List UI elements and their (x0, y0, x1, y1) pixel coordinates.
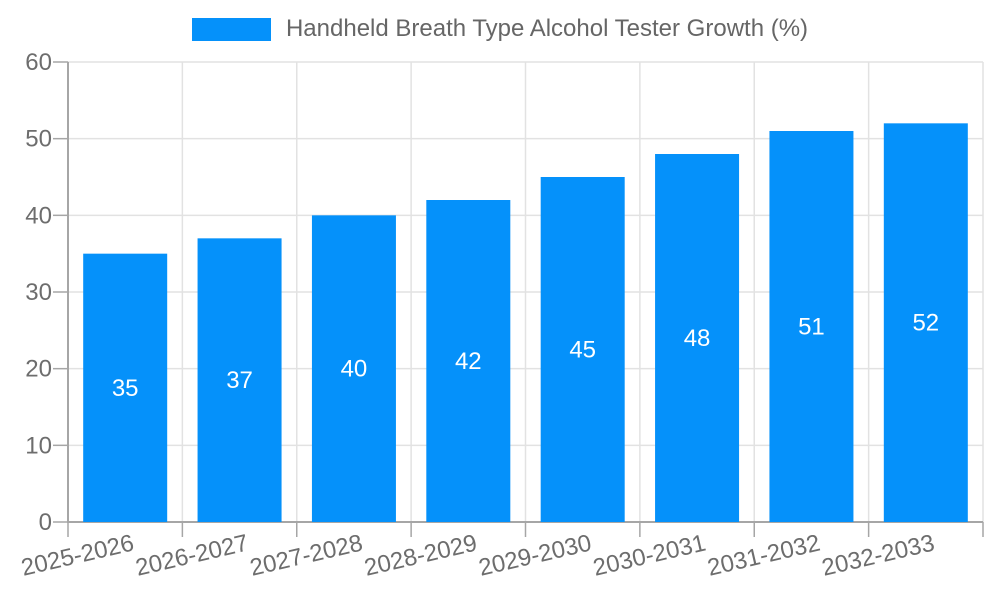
bar (883, 123, 968, 522)
y-axis-tick-label: 40 (25, 202, 52, 229)
bar-value-label: 42 (455, 348, 482, 375)
bar (83, 253, 168, 522)
x-axis-tick-label: 2030-2031 (590, 530, 708, 582)
bar (655, 154, 740, 522)
y-axis-tick-label: 10 (25, 432, 52, 459)
x-axis-tick-label: 2025-2026 (19, 530, 137, 582)
x-axis-tick-label: 2029-2030 (476, 530, 594, 582)
x-axis-tick-label: 2026-2027 (133, 530, 251, 582)
legend[interactable]: Handheld Breath Type Alcohol Tester Grow… (0, 17, 1000, 41)
legend-swatch-icon (191, 17, 271, 41)
y-axis-tick-label: 60 (25, 49, 52, 76)
x-axis-tick-label: 2031-2032 (705, 530, 823, 582)
bar (769, 131, 854, 522)
bar (197, 238, 282, 523)
legend-label: Handheld Breath Type Alcohol Tester Grow… (285, 15, 809, 42)
bar-value-label: 37 (226, 367, 253, 394)
y-axis-tick-label: 0 (39, 509, 52, 536)
bar (426, 200, 511, 522)
bar-value-label: 35 (112, 375, 139, 402)
y-axis-tick-label: 50 (25, 126, 52, 153)
bar (540, 177, 625, 522)
bar-value-label: 51 (798, 314, 825, 341)
x-axis-tick-label: 2027-2028 (247, 530, 365, 582)
bar-value-label: 45 (569, 337, 596, 364)
bar (311, 215, 396, 523)
bar-value-label: 48 (684, 325, 711, 352)
bar-value-label: 40 (341, 356, 368, 383)
x-axis-tick-label: 2032-2033 (819, 530, 937, 582)
y-axis-tick-label: 30 (25, 279, 52, 306)
bar-value-label: 52 (912, 310, 939, 337)
y-axis-tick-label: 20 (25, 356, 52, 383)
x-axis-tick-label: 2028-2029 (362, 530, 480, 582)
